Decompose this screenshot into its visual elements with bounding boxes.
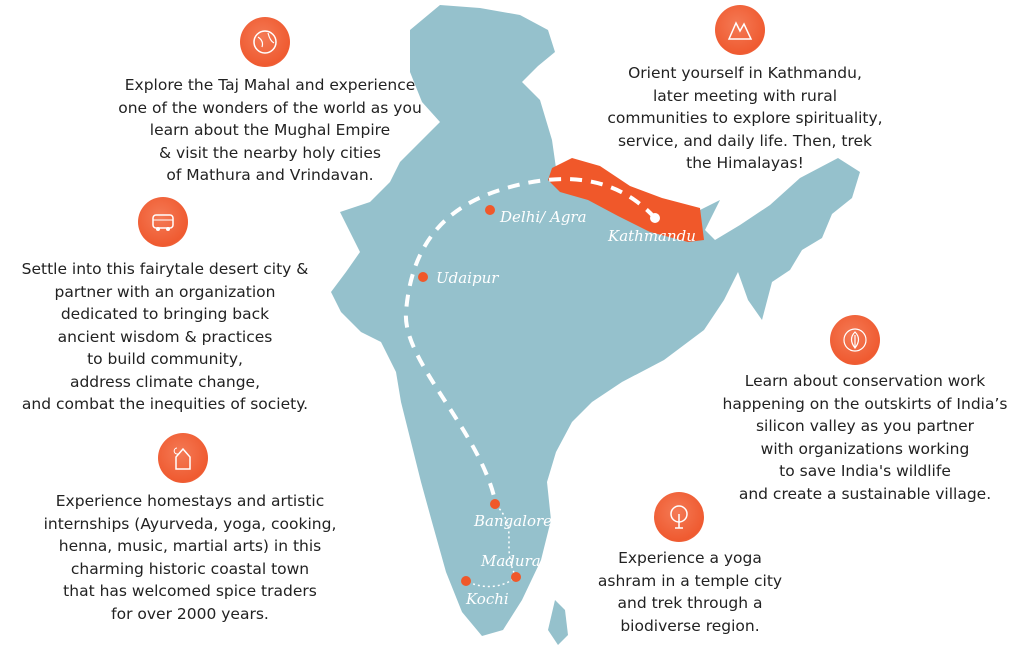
marker-bangalore[interactable] [490,499,500,509]
city-markers [418,205,660,586]
label-udaipur: Udaipur [436,269,499,287]
tree-icon [654,492,704,542]
marker-madurai[interactable] [511,572,521,582]
blurb-bangalore: Learn about conservation work happening … [722,372,1008,503]
blurb-kochi: Experience homestays and artistic intern… [43,492,337,623]
india-landmass [331,5,860,636]
nepal-region [548,158,704,242]
marker-udaipur[interactable] [418,272,428,282]
sri-lanka [548,600,568,645]
label-delhi: Delhi/ Agra [499,208,587,226]
blurb-kathmandu: Orient yourself in Kathmandu, later meet… [607,64,883,172]
globe-icon [240,17,290,67]
leaf-icon [830,315,880,365]
label-kochi: Kochi [465,590,509,608]
bus-icon [138,197,188,247]
blurb-delhi: Explore the Taj Mahal and experience one… [118,76,422,184]
marker-delhi[interactable] [485,205,495,215]
label-madurai: Madurai [480,552,546,570]
blurb-udaipur: Settle into this fairytale desert city &… [21,260,309,413]
label-bangalore: Bangalore [473,512,552,530]
house-moon-icon [158,433,208,483]
mountain-icon [715,5,765,55]
marker-kochi[interactable] [461,576,471,586]
blurb-madurai: Experience a yoga ashram in a temple cit… [597,549,783,635]
marker-kathmandu[interactable] [650,213,660,223]
label-kathmandu: Kathmandu [607,227,696,245]
